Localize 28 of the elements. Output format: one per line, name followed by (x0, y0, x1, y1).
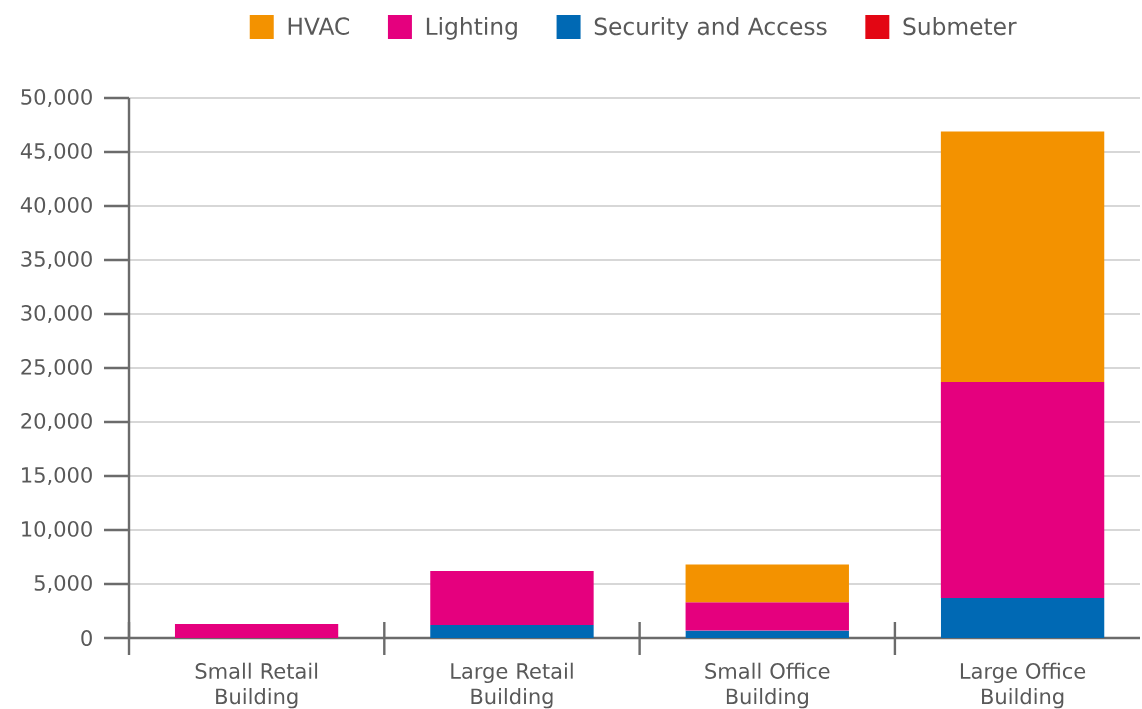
legend-label: Submeter (903, 17, 1017, 36)
y-tick-label: 40,000 (20, 196, 92, 216)
bar (430, 625, 594, 638)
y-tick-label: 35,000 (21, 250, 92, 270)
x-tick-label: Small Retail Building (195, 662, 318, 709)
bar (685, 602, 849, 631)
legend-label: Security and Access (594, 17, 827, 40)
bar (430, 571, 594, 626)
bar (940, 598, 1105, 638)
y-tick-label: 45,000 (20, 142, 92, 162)
legend-label: HVAC (288, 17, 350, 35)
x-tick-label: Small Office Building (705, 662, 830, 709)
y-tick-label: 15,000 (22, 466, 92, 486)
bar (685, 630, 849, 638)
x-tick-label: Large Retail Building (451, 662, 573, 709)
bar (685, 564, 849, 603)
bar (940, 382, 1105, 599)
y-tick-label: 25,000 (21, 358, 92, 378)
y-tick-label: 0 (81, 630, 92, 646)
y-tick-label: 5,000 (34, 574, 92, 594)
y-tick-label: 10,000 (22, 520, 92, 540)
legend-label: Lighting (426, 17, 517, 40)
y-tick-label: 30,000 (21, 304, 92, 324)
bar (174, 623, 339, 638)
x-tick-label: Large Office Building (960, 662, 1086, 709)
y-tick-label: 20,000 (21, 412, 92, 432)
bar (940, 131, 1105, 383)
y-tick-label: 50,000 (21, 88, 92, 108)
